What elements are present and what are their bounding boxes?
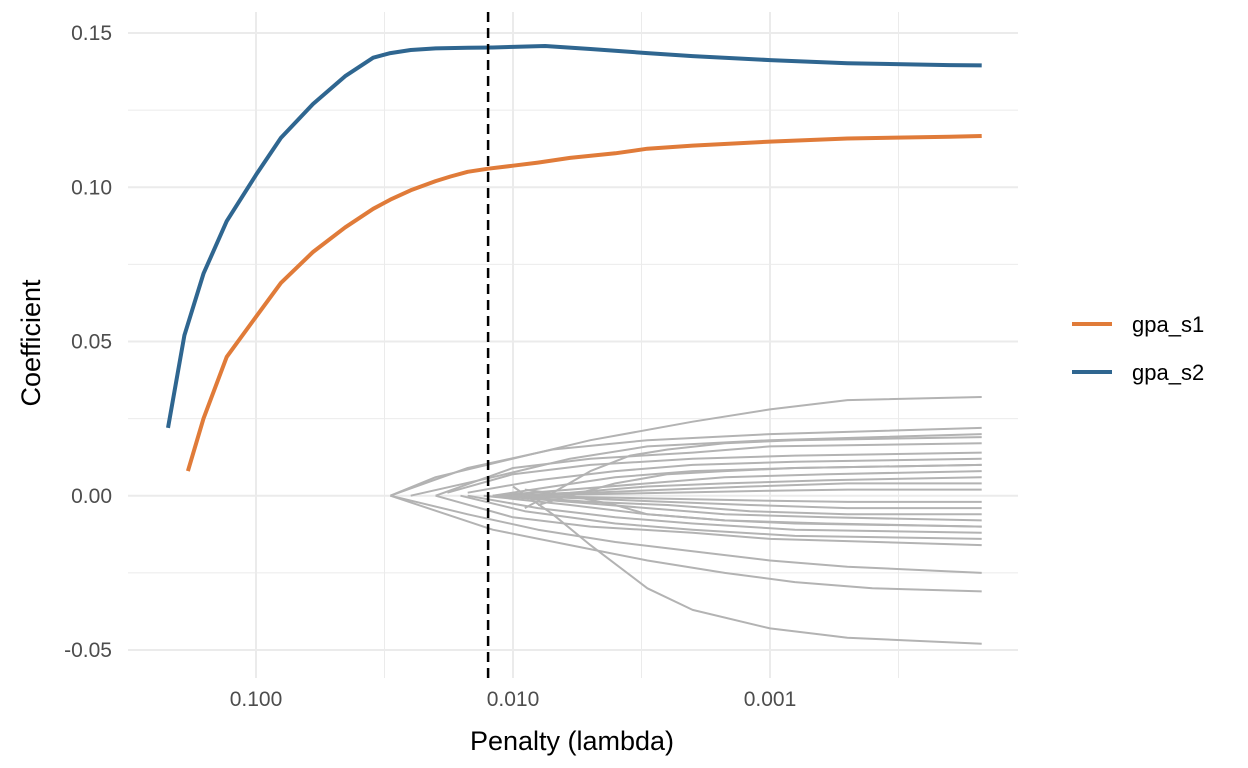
series-line-gpa_s1 [185, 134, 982, 472]
x-tick-label: 0.100 [230, 688, 283, 711]
y-tick-label: 0.10 [71, 176, 112, 199]
background-coefficient-line [467, 457, 982, 494]
series-line-gpa_s2 [166, 44, 982, 429]
axis-tick-labels: 0.15 0.10 0.05 0.00 -0.05 0.100 0.010 0.001 [64, 22, 796, 711]
background-coefficient-line [435, 494, 982, 547]
background-coefficient-line [390, 426, 982, 497]
highlighted-series-lines [166, 44, 982, 472]
background-coefficient-line [390, 494, 982, 574]
y-tick-label: -0.05 [64, 639, 112, 662]
x-tick-label: 0.001 [744, 688, 797, 711]
background-coefficient-paths [390, 396, 982, 645]
grid-lines [128, 12, 1018, 678]
background-coefficient-line [435, 442, 982, 497]
y-tick-label: 0.15 [71, 22, 112, 45]
background-coefficient-line [447, 451, 982, 494]
legend: gpa_s1 gpa_s2 [1072, 312, 1204, 385]
x-axis-title: Penalty (lambda) [470, 726, 674, 756]
y-axis-title: Coefficient [16, 279, 46, 407]
x-tick-label: 0.010 [487, 688, 540, 711]
background-coefficient-line [467, 494, 982, 534]
background-coefficient-line [390, 494, 982, 593]
background-coefficient-line [502, 494, 982, 516]
background-coefficient-line [460, 494, 982, 540]
background-coefficient-line [524, 436, 982, 509]
background-coefficient-line [512, 485, 982, 645]
background-coefficient-line [492, 494, 982, 522]
y-tick-label: 0.00 [71, 485, 112, 508]
background-coefficient-line [512, 494, 982, 510]
y-tick-label: 0.05 [71, 331, 112, 354]
background-coefficient-line [524, 488, 982, 528]
legend-label-gpa_s2: gpa_s2 [1132, 360, 1204, 385]
legend-label-gpa_s1: gpa_s1 [1132, 312, 1204, 337]
